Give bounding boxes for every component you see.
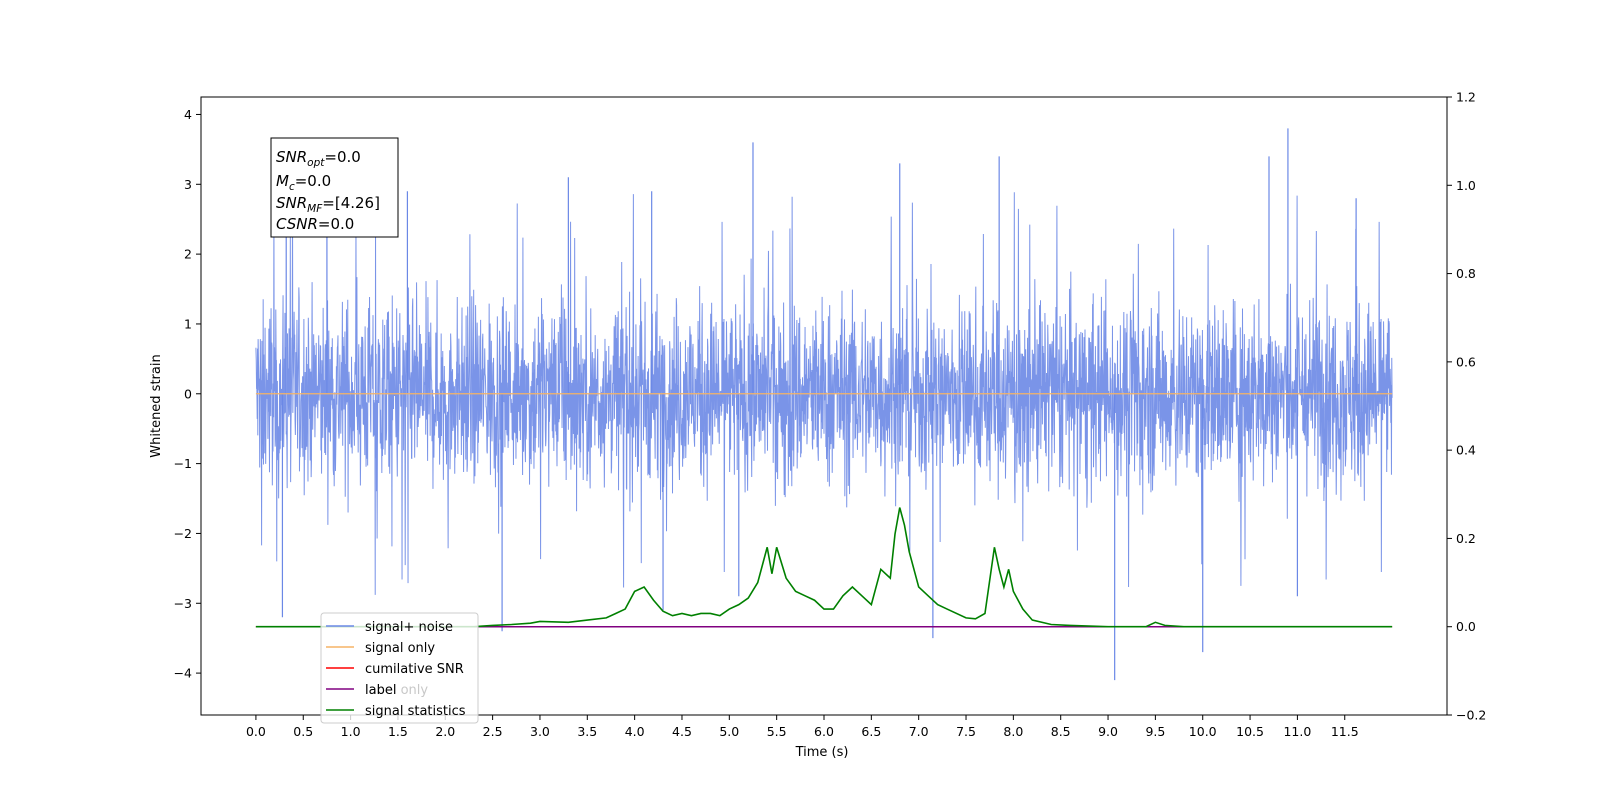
y2-tick-label: 0.4	[1456, 443, 1476, 458]
x-tick-label: 7.0	[909, 724, 929, 739]
svg-text:signal+ noise: signal+ noise	[365, 620, 453, 635]
y2-tick-label: 0.2	[1456, 531, 1476, 546]
y-tick-label: −4	[174, 666, 192, 681]
x-tick-label: 2.5	[483, 724, 503, 739]
x-tick-label: 1.0	[341, 724, 361, 739]
x-tick-label: 6.0	[814, 724, 834, 739]
y2-tick-label: 0.0	[1456, 619, 1476, 634]
annotation-csnr: CSNR=0.0	[276, 215, 354, 233]
x-tick-label: 4.5	[672, 724, 692, 739]
y-tick-label: 4	[184, 107, 192, 122]
svg-text:signal only: signal only	[365, 641, 435, 656]
x-tick-label: 11.0	[1283, 724, 1311, 739]
y2-tick-label: 0.6	[1456, 354, 1476, 369]
x-tick-label: 2.0	[435, 724, 455, 739]
y2-tick-label: 1.2	[1456, 90, 1476, 105]
y-tick-label: −3	[174, 596, 192, 611]
x-tick-label: 3.5	[577, 724, 597, 739]
x-ticks: 0.0 0.5 1.0 1.5 2.0 2.5 3.0 3.5 4.0 4.5 5.0 5.5 6.0 6…	[246, 715, 1359, 739]
x-tick-label: 9.5	[1145, 724, 1165, 739]
legend: signal+ noise signal only cumilative SNR…	[320, 612, 479, 724]
series-signal-noise	[255, 192, 1393, 595]
x-tick-label: 10.5	[1236, 724, 1264, 739]
y-ticks: −4 −3 −2 −1 0 1 2 3 4	[174, 107, 201, 681]
x-tick-label: 5.5	[767, 724, 787, 739]
x-axis-label: Time (s)	[795, 745, 849, 760]
x-tick-label: 8.0	[1003, 724, 1023, 739]
annotation-mc: Mc=0.0	[276, 172, 331, 193]
y-tick-label: 3	[184, 177, 192, 192]
y-tick-label: 1	[184, 316, 192, 331]
svg-text:cumilative SNR: cumilative SNR	[365, 662, 464, 677]
x-tick-label: 9.0	[1098, 724, 1118, 739]
annotation-snr-opt: SNRopt=0.0	[276, 148, 361, 169]
y2-ticks: −0.2 0.0 0.2 0.4 0.6 0.8 1.0 1.2	[1447, 90, 1486, 723]
y-tick-label: −2	[174, 526, 192, 541]
svg-text:label: label	[365, 683, 396, 698]
legend-entry-signal-only: signal only	[326, 641, 435, 656]
legend-entry-label-only: label only	[365, 683, 428, 698]
annotation-box: SNRopt=0.0 Mc=0.0 SNRMF=[4.26] CSNR=0.0	[270, 137, 399, 238]
x-tick-label: 11.5	[1331, 724, 1359, 739]
y2-tick-label: 1.0	[1456, 178, 1476, 193]
x-tick-label: 0.5	[293, 724, 313, 739]
legend-entry-cumulative-snr: cumilative SNR	[326, 662, 464, 677]
y-tick-label: 2	[184, 247, 192, 262]
legend-entry-signal-noise: signal+ noise	[326, 620, 453, 635]
y2-tick-label: 0.8	[1456, 266, 1476, 281]
x-tick-label: 6.5	[861, 724, 881, 739]
series-signal-statistics	[255, 507, 1393, 628]
y2-tick-label: −0.2	[1456, 708, 1486, 723]
svg-text:signal statistics: signal statistics	[365, 704, 466, 719]
legend-entry-label: label	[326, 683, 396, 698]
plot-area	[255, 128, 1393, 681]
x-tick-label: 4.0	[625, 724, 645, 739]
legend-entry-signal-statistics: signal statistics	[326, 704, 466, 719]
x-tick-label: 10.0	[1189, 724, 1217, 739]
x-tick-label: 3.0	[530, 724, 550, 739]
y-axis-label: Whitened strain	[149, 354, 164, 457]
x-tick-label: 0.0	[246, 724, 266, 739]
y-tick-label: 0	[184, 386, 192, 401]
annotation-snr-mf: SNRMF=[4.26]	[276, 194, 380, 215]
y-tick-label: −1	[174, 456, 192, 471]
x-tick-label: 8.5	[1051, 724, 1071, 739]
x-tick-label: 1.5	[388, 724, 408, 739]
x-tick-label: 7.5	[956, 724, 976, 739]
svg-text:label only: label only	[365, 683, 428, 698]
x-tick-label: 5.0	[719, 724, 739, 739]
